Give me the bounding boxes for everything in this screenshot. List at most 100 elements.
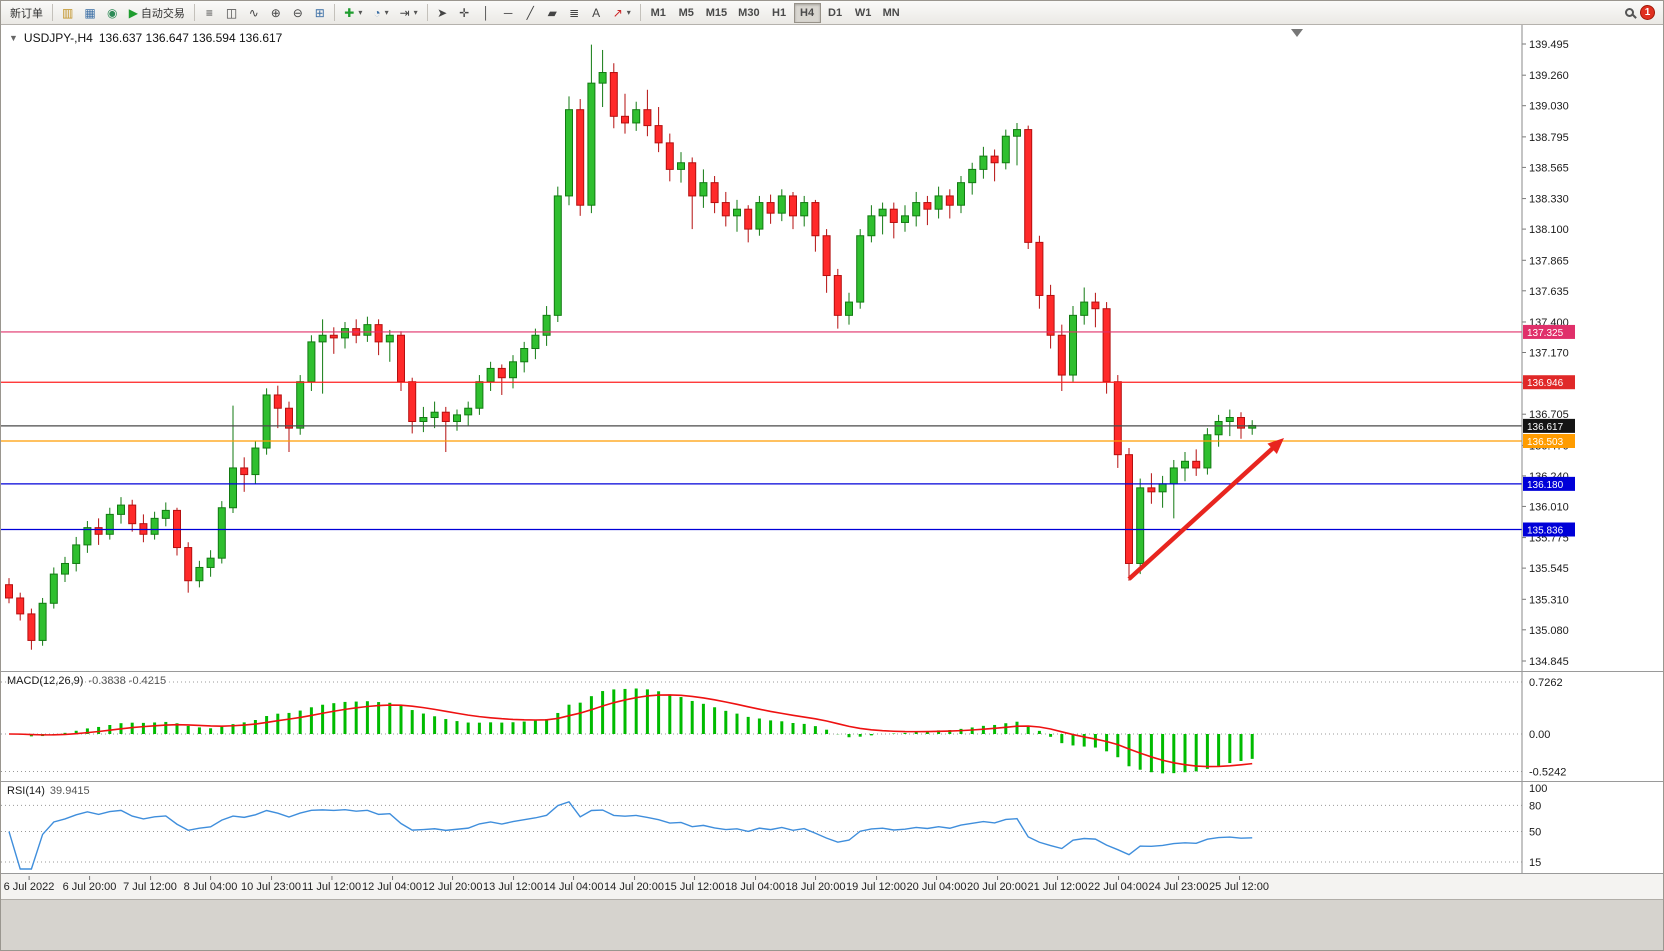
timeframe-group: M1 M5 M15 M30 H1 H4 D1 W1 MN: [645, 2, 905, 23]
candle-body: [27, 613, 36, 641]
trendline-icon: ╱: [526, 5, 534, 20]
time-label: 18 Jul 04:00: [725, 876, 785, 893]
cursor-button[interactable]: ➤: [432, 3, 453, 23]
timeframe-h4[interactable]: H4: [793, 2, 821, 23]
crosshair-button[interactable]: ✛: [454, 3, 475, 23]
macd-label: MACD(12,26,9) -0.3838 -0.4215: [7, 675, 166, 687]
bar-chart-button[interactable]: ≡: [199, 3, 220, 23]
current-price-line-badge[interactable]: [1523, 418, 1575, 433]
trendline-button[interactable]: ╱: [520, 3, 541, 23]
price-tick-label: 138.795: [1529, 132, 1569, 144]
toolbar-right: 1: [1625, 5, 1659, 20]
resistance-line-137325-badge-label: 137.325: [1527, 328, 1564, 339]
templates-button[interactable]: ⇥ ▾: [395, 3, 423, 23]
price-tick-label: 139.030: [1529, 101, 1569, 113]
chevron-down-icon: ▾: [626, 8, 631, 17]
candle-body: [83, 527, 92, 546]
chart-profiles-button[interactable]: ▥: [57, 3, 78, 23]
candle-body: [374, 324, 383, 343]
support-line-136180-badge[interactable]: [1523, 476, 1575, 491]
zoom-in-button[interactable]: ⊕: [265, 3, 286, 23]
timeframe-m30[interactable]: M30: [733, 3, 764, 23]
price-tick-label: 139.495: [1529, 39, 1569, 51]
time-label: 7 Jul 12:00: [123, 876, 177, 893]
timeframe-m1[interactable]: M1: [645, 3, 672, 23]
arrows-tool-button[interactable]: ↗ ▾: [608, 3, 636, 23]
price-tick-label: 134.845: [1529, 656, 1569, 668]
timeframe-d1[interactable]: D1: [822, 3, 849, 23]
support-line-135836-badge[interactable]: [1523, 522, 1575, 537]
price-tick-label: 138.330: [1529, 194, 1569, 206]
resistance-line-136946-badge[interactable]: [1523, 375, 1575, 390]
candle-body: [1125, 454, 1133, 564]
candle-body: [128, 504, 137, 525]
periods-button[interactable]: ◔ ▾: [368, 3, 393, 23]
candle-body: [363, 324, 372, 336]
timeframe-h1[interactable]: H1: [766, 3, 793, 23]
time-label: 24 Jul 23:00: [1148, 876, 1209, 893]
text-tool-button[interactable]: A: [586, 3, 607, 23]
auto-trading-button[interactable]: ▶ 自动交易: [124, 3, 190, 23]
auto-trading-label: 自动交易: [140, 7, 185, 20]
fibonacci-button[interactable]: ≣: [564, 3, 585, 23]
candle-body: [1181, 460, 1189, 469]
timeframe-w1[interactable]: W1: [850, 3, 877, 23]
new-order-button[interactable]: 新订单: [5, 3, 48, 23]
notification-badge[interactable]: 1: [1640, 5, 1655, 20]
market-watch-button[interactable]: ▦: [79, 3, 100, 23]
candle-body: [1001, 135, 1010, 164]
candle-body: [1169, 467, 1178, 485]
horizontal-line-button[interactable]: ─: [498, 3, 519, 23]
line-chart-button[interactable]: ∿: [243, 3, 264, 23]
search-icon[interactable]: [1625, 8, 1634, 17]
time-label: 20 Jul 04:00: [906, 876, 967, 893]
macd-chart[interactable]: 0.7262 0.00 -0.5242: [1, 672, 1664, 781]
market-watch-icon: ▦: [84, 5, 96, 20]
candle-body: [1057, 334, 1066, 376]
support-line-136503-badge[interactable]: [1523, 434, 1575, 449]
candle-body: [273, 394, 282, 409]
candle-body: [520, 348, 529, 363]
crosshair-icon: ✛: [459, 5, 470, 20]
periods-icon: ◔: [373, 5, 381, 20]
candle-body: [61, 562, 69, 575]
candle-body: [609, 72, 618, 117]
one-click-trading-icon[interactable]: ▼: [9, 33, 18, 43]
candlestick-chart[interactable]: 139.495 139.260 139.030 138.795 138.565 138.3…: [1, 25, 1664, 671]
fibonacci-icon: ≣: [569, 5, 580, 20]
candle-body: [822, 235, 831, 277]
candle-body: [1136, 487, 1145, 564]
navigator-icon: ◉: [106, 5, 118, 20]
candle-body: [621, 115, 629, 124]
candle-body: [710, 182, 719, 204]
vertical-line-button[interactable]: │: [476, 3, 497, 23]
grid-button[interactable]: ⊞: [309, 3, 330, 23]
candle-body: [777, 195, 786, 214]
auto-trading-icon: ▶: [128, 5, 138, 20]
zoom-out-button[interactable]: ⊖: [287, 3, 308, 23]
candle-body: [565, 109, 573, 197]
main-chart-panel: ▼ USDJPY-,H4 136.637 136.647 136.594 136…: [1, 25, 1664, 671]
price-tick-label: 137.635: [1529, 286, 1569, 298]
time-label: 19 Jul 12:00: [846, 876, 906, 893]
navigator-button[interactable]: ◉: [102, 3, 123, 23]
candle-body: [262, 394, 271, 449]
rsi-chart[interactable]: 100 80 50 15: [1, 782, 1664, 873]
chart-ohlc-values: 136.637 136.647 136.594 136.617: [98, 31, 283, 45]
candle-body: [195, 566, 204, 582]
time-axis[interactable]: 6 Jul 2022 6 Jul 20:00 7 Jul 12:00 8 Jul 04…: [1, 873, 1663, 899]
indicators-button[interactable]: ✚ ▾: [339, 3, 367, 23]
timeframe-mn[interactable]: MN: [878, 3, 905, 23]
candle-body: [912, 202, 921, 217]
timeframe-m15[interactable]: M15: [701, 3, 732, 23]
rsi-label: RSI(14) 39.9415: [7, 785, 90, 797]
resistance-line-137325-badge[interactable]: [1523, 324, 1575, 339]
candlestick-button[interactable]: ◫: [221, 3, 242, 23]
resistance-line-136946-badge-label: 136.946: [1527, 378, 1564, 389]
grid-icon: ⊞: [314, 5, 325, 20]
timeframe-m5[interactable]: M5: [673, 3, 700, 23]
candle-body: [542, 314, 551, 336]
candle-body: [833, 275, 842, 316]
channel-button[interactable]: ▰: [542, 3, 563, 23]
